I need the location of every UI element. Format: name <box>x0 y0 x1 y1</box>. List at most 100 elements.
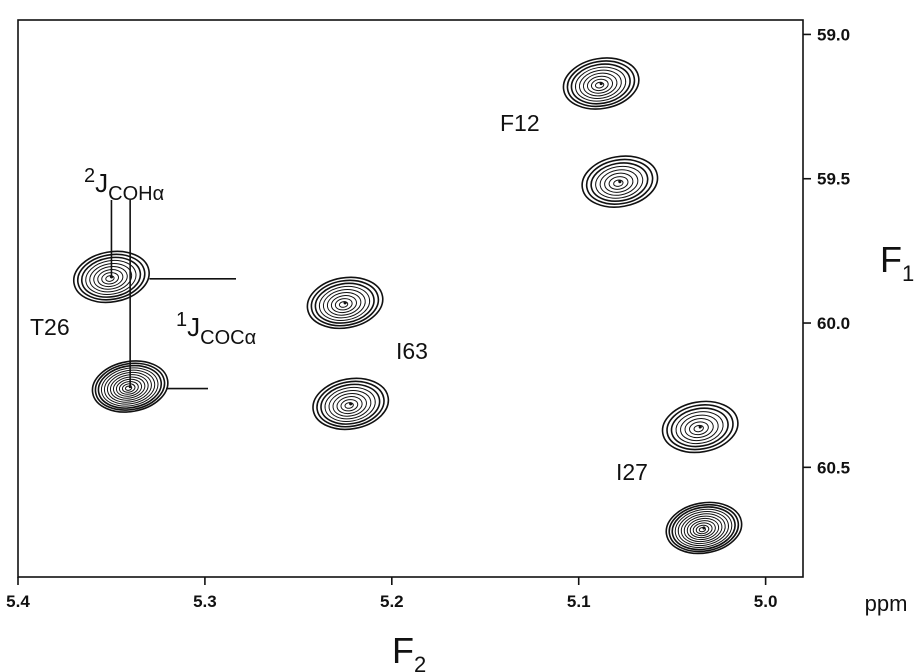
contour-level <box>115 378 143 397</box>
contour-level <box>100 367 159 407</box>
peak-i27 <box>665 501 743 555</box>
peak-center <box>698 425 702 429</box>
contour-level <box>590 162 649 202</box>
contour-level <box>76 253 146 301</box>
contour-level <box>590 78 609 92</box>
contour-level <box>320 383 381 425</box>
contour-level <box>326 292 362 316</box>
x-tick-label: 5.1 <box>567 592 591 611</box>
x-tick-label: 5.2 <box>380 592 404 611</box>
contour-level <box>80 256 142 298</box>
contour-level <box>578 69 622 99</box>
contour-level <box>686 517 720 541</box>
contour-peaks <box>72 57 743 555</box>
contour-level <box>562 57 640 110</box>
contour-level <box>112 376 146 399</box>
contour-level <box>698 526 707 533</box>
contour-level <box>684 418 714 439</box>
contour-level <box>72 250 150 304</box>
contour-level <box>310 279 380 327</box>
y-tick-label: 60.5 <box>817 458 850 477</box>
contour-level <box>692 522 713 537</box>
contour-level <box>689 421 709 436</box>
peak-center <box>599 81 603 86</box>
contour-level <box>103 369 156 405</box>
contour-level <box>666 404 734 451</box>
peak-t26 <box>91 360 169 413</box>
contour-level <box>586 75 614 94</box>
contour-level <box>336 396 363 415</box>
peak-center <box>618 180 622 184</box>
plot-frame <box>17 19 804 578</box>
x-axis-title: F2 <box>392 630 426 672</box>
contour-level <box>582 72 618 97</box>
contour-level <box>89 263 133 293</box>
contour-level <box>94 362 166 411</box>
x-axis-unit: ppm <box>865 591 908 616</box>
contour-level <box>332 393 367 417</box>
contour-level <box>570 63 631 105</box>
contour-level <box>101 272 119 285</box>
contour-level <box>105 275 115 282</box>
peak-i27 <box>661 400 739 454</box>
contour-level <box>585 158 654 205</box>
contour-level <box>316 380 385 428</box>
contour-level <box>328 389 372 420</box>
contour-level <box>97 364 163 409</box>
contour-level <box>93 266 128 290</box>
peak-i63 <box>312 377 390 431</box>
contour-level <box>693 424 704 433</box>
residue-label-t26: T26 <box>30 314 70 340</box>
contour-level <box>306 276 384 330</box>
contour-level <box>599 169 639 196</box>
y-axis-ticks: 59.0 59.5 60.0 60.5 <box>803 25 850 477</box>
peak-center <box>349 402 353 406</box>
contour-level <box>97 269 124 288</box>
peak-f12 <box>562 57 640 110</box>
y-tick-label: 60.0 <box>817 314 850 333</box>
x-axis-ticks: 5.4 5.3 5.2 5.1 5.0 <box>6 577 777 611</box>
contour-level <box>322 288 366 319</box>
contour-level <box>121 383 136 393</box>
contour-level <box>689 520 716 539</box>
contour-level <box>118 381 139 395</box>
contour-level <box>324 386 376 422</box>
y-tick-label: 59.0 <box>817 25 850 44</box>
coupling-guide-lines <box>110 200 236 390</box>
contour-level <box>314 282 375 324</box>
y-tick-label: 59.5 <box>817 170 850 189</box>
coupling-label-1j: 1JCOCα <box>176 309 256 349</box>
contour-level <box>695 524 710 535</box>
contour-level <box>674 508 733 549</box>
contour-level <box>675 411 724 445</box>
contour-level <box>581 155 659 208</box>
x-tick-label: 5.3 <box>193 592 217 611</box>
residue-label-f12: F12 <box>500 110 540 136</box>
contour-level <box>594 81 605 89</box>
contour-level <box>109 374 149 401</box>
residue-label-i63: I63 <box>396 338 428 364</box>
contour-level <box>665 501 743 555</box>
peak-i63 <box>306 276 384 330</box>
coupling-label-2j: 2JCOHα <box>84 165 164 205</box>
contour-level <box>613 179 624 187</box>
contour-level <box>661 400 739 454</box>
contour-level <box>334 298 353 311</box>
contour-level <box>574 66 627 102</box>
contour-level <box>318 285 371 321</box>
residue-label-i27: I27 <box>616 459 648 485</box>
x-tick-label: 5.4 <box>6 592 30 611</box>
contour-level <box>106 371 152 403</box>
contour-level <box>670 407 729 448</box>
contour-level <box>124 385 133 391</box>
contour-level <box>604 172 634 193</box>
contour-level <box>671 506 736 551</box>
contour-level <box>340 399 359 412</box>
contour-level <box>566 60 636 108</box>
contour-level <box>595 165 644 199</box>
contour-level <box>608 176 629 190</box>
y-axis-title: F1 <box>880 239 914 286</box>
contour-level <box>677 511 729 547</box>
contour-level <box>85 259 137 295</box>
contour-level <box>668 503 740 553</box>
